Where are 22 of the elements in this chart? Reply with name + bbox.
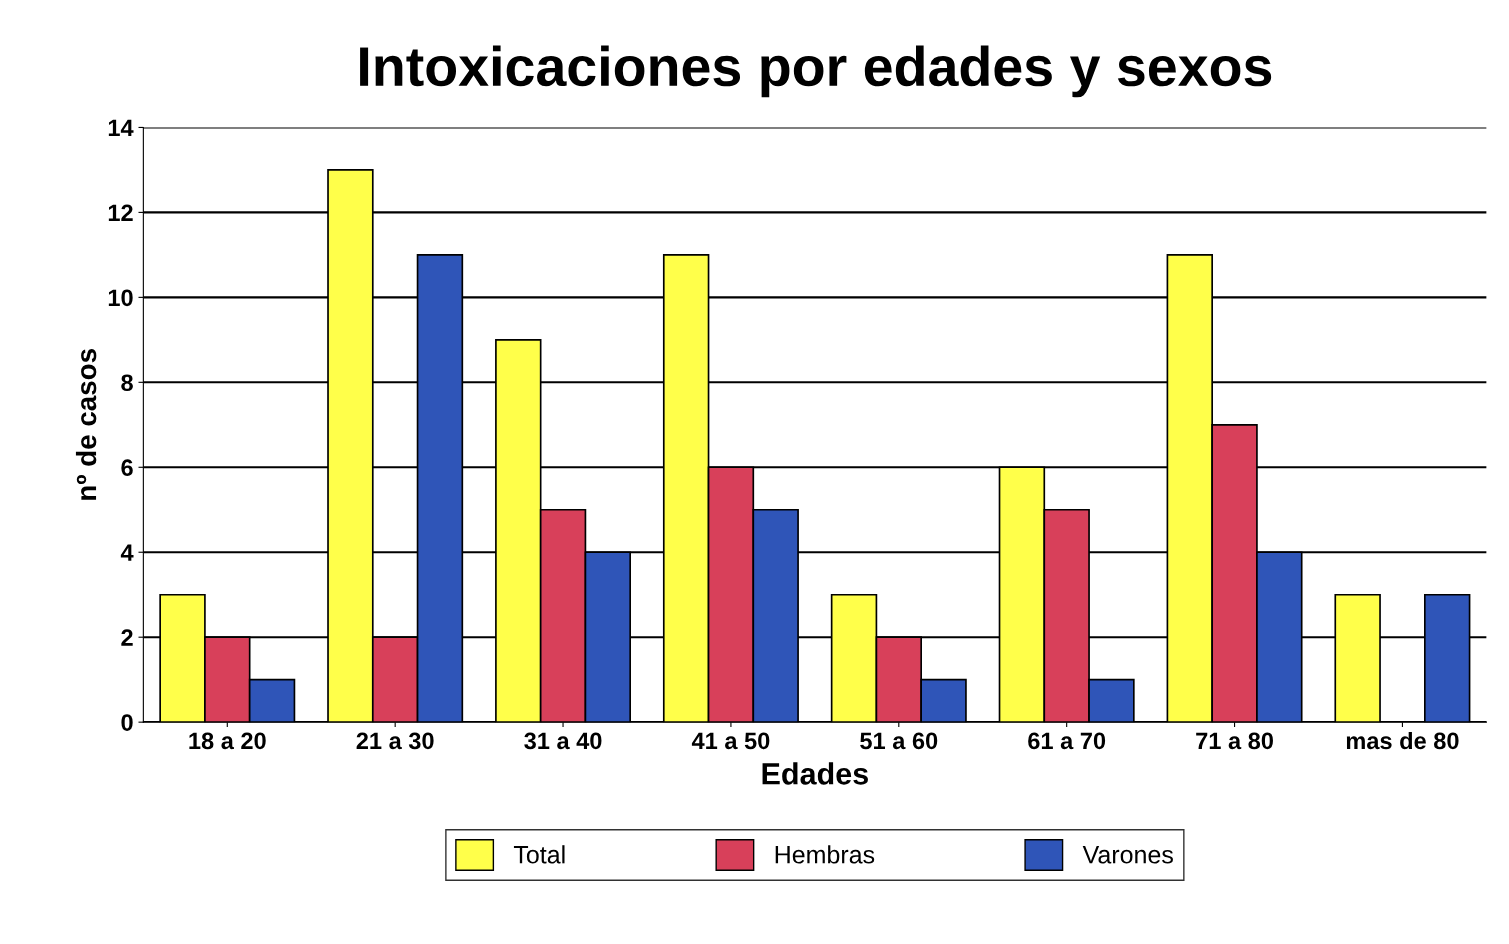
x-tick-label: mas de 80 <box>1346 731 1459 750</box>
chart-title: Intoxicaciones por edades y sexos <box>360 45 1272 98</box>
x-tick-label: 21 a 30 <box>356 732 434 750</box>
legend-label: Varones <box>1082 846 1173 864</box>
y-tick-label: 6 <box>121 459 133 477</box>
y-tick-label: 12 <box>108 204 133 221</box>
x-tick-label: 61 a 70 <box>1028 732 1106 750</box>
y-tick-label: 8 <box>121 374 133 392</box>
y-tick-label: 4 <box>120 544 134 561</box>
x-tick-label: 41 a 50 <box>691 732 770 750</box>
legend-label: Total <box>513 845 565 864</box>
legend-label: Hembras <box>775 845 875 864</box>
y-tick-label: 2 <box>121 629 133 646</box>
x-tick-label: 71 a 80 <box>1196 732 1273 750</box>
x-tick-label: 31 a 40 <box>524 732 602 750</box>
y-tick-label: 0 <box>121 714 133 731</box>
x-axis-title: Edades <box>762 762 868 785</box>
y-axis-title: nº de casos <box>75 349 97 500</box>
x-tick-label: 51 a 60 <box>860 732 938 750</box>
y-tick-label: 14 <box>108 119 134 136</box>
y-tick-label: 10 <box>108 289 133 307</box>
x-tick-label: 18 a 20 <box>189 732 266 750</box>
